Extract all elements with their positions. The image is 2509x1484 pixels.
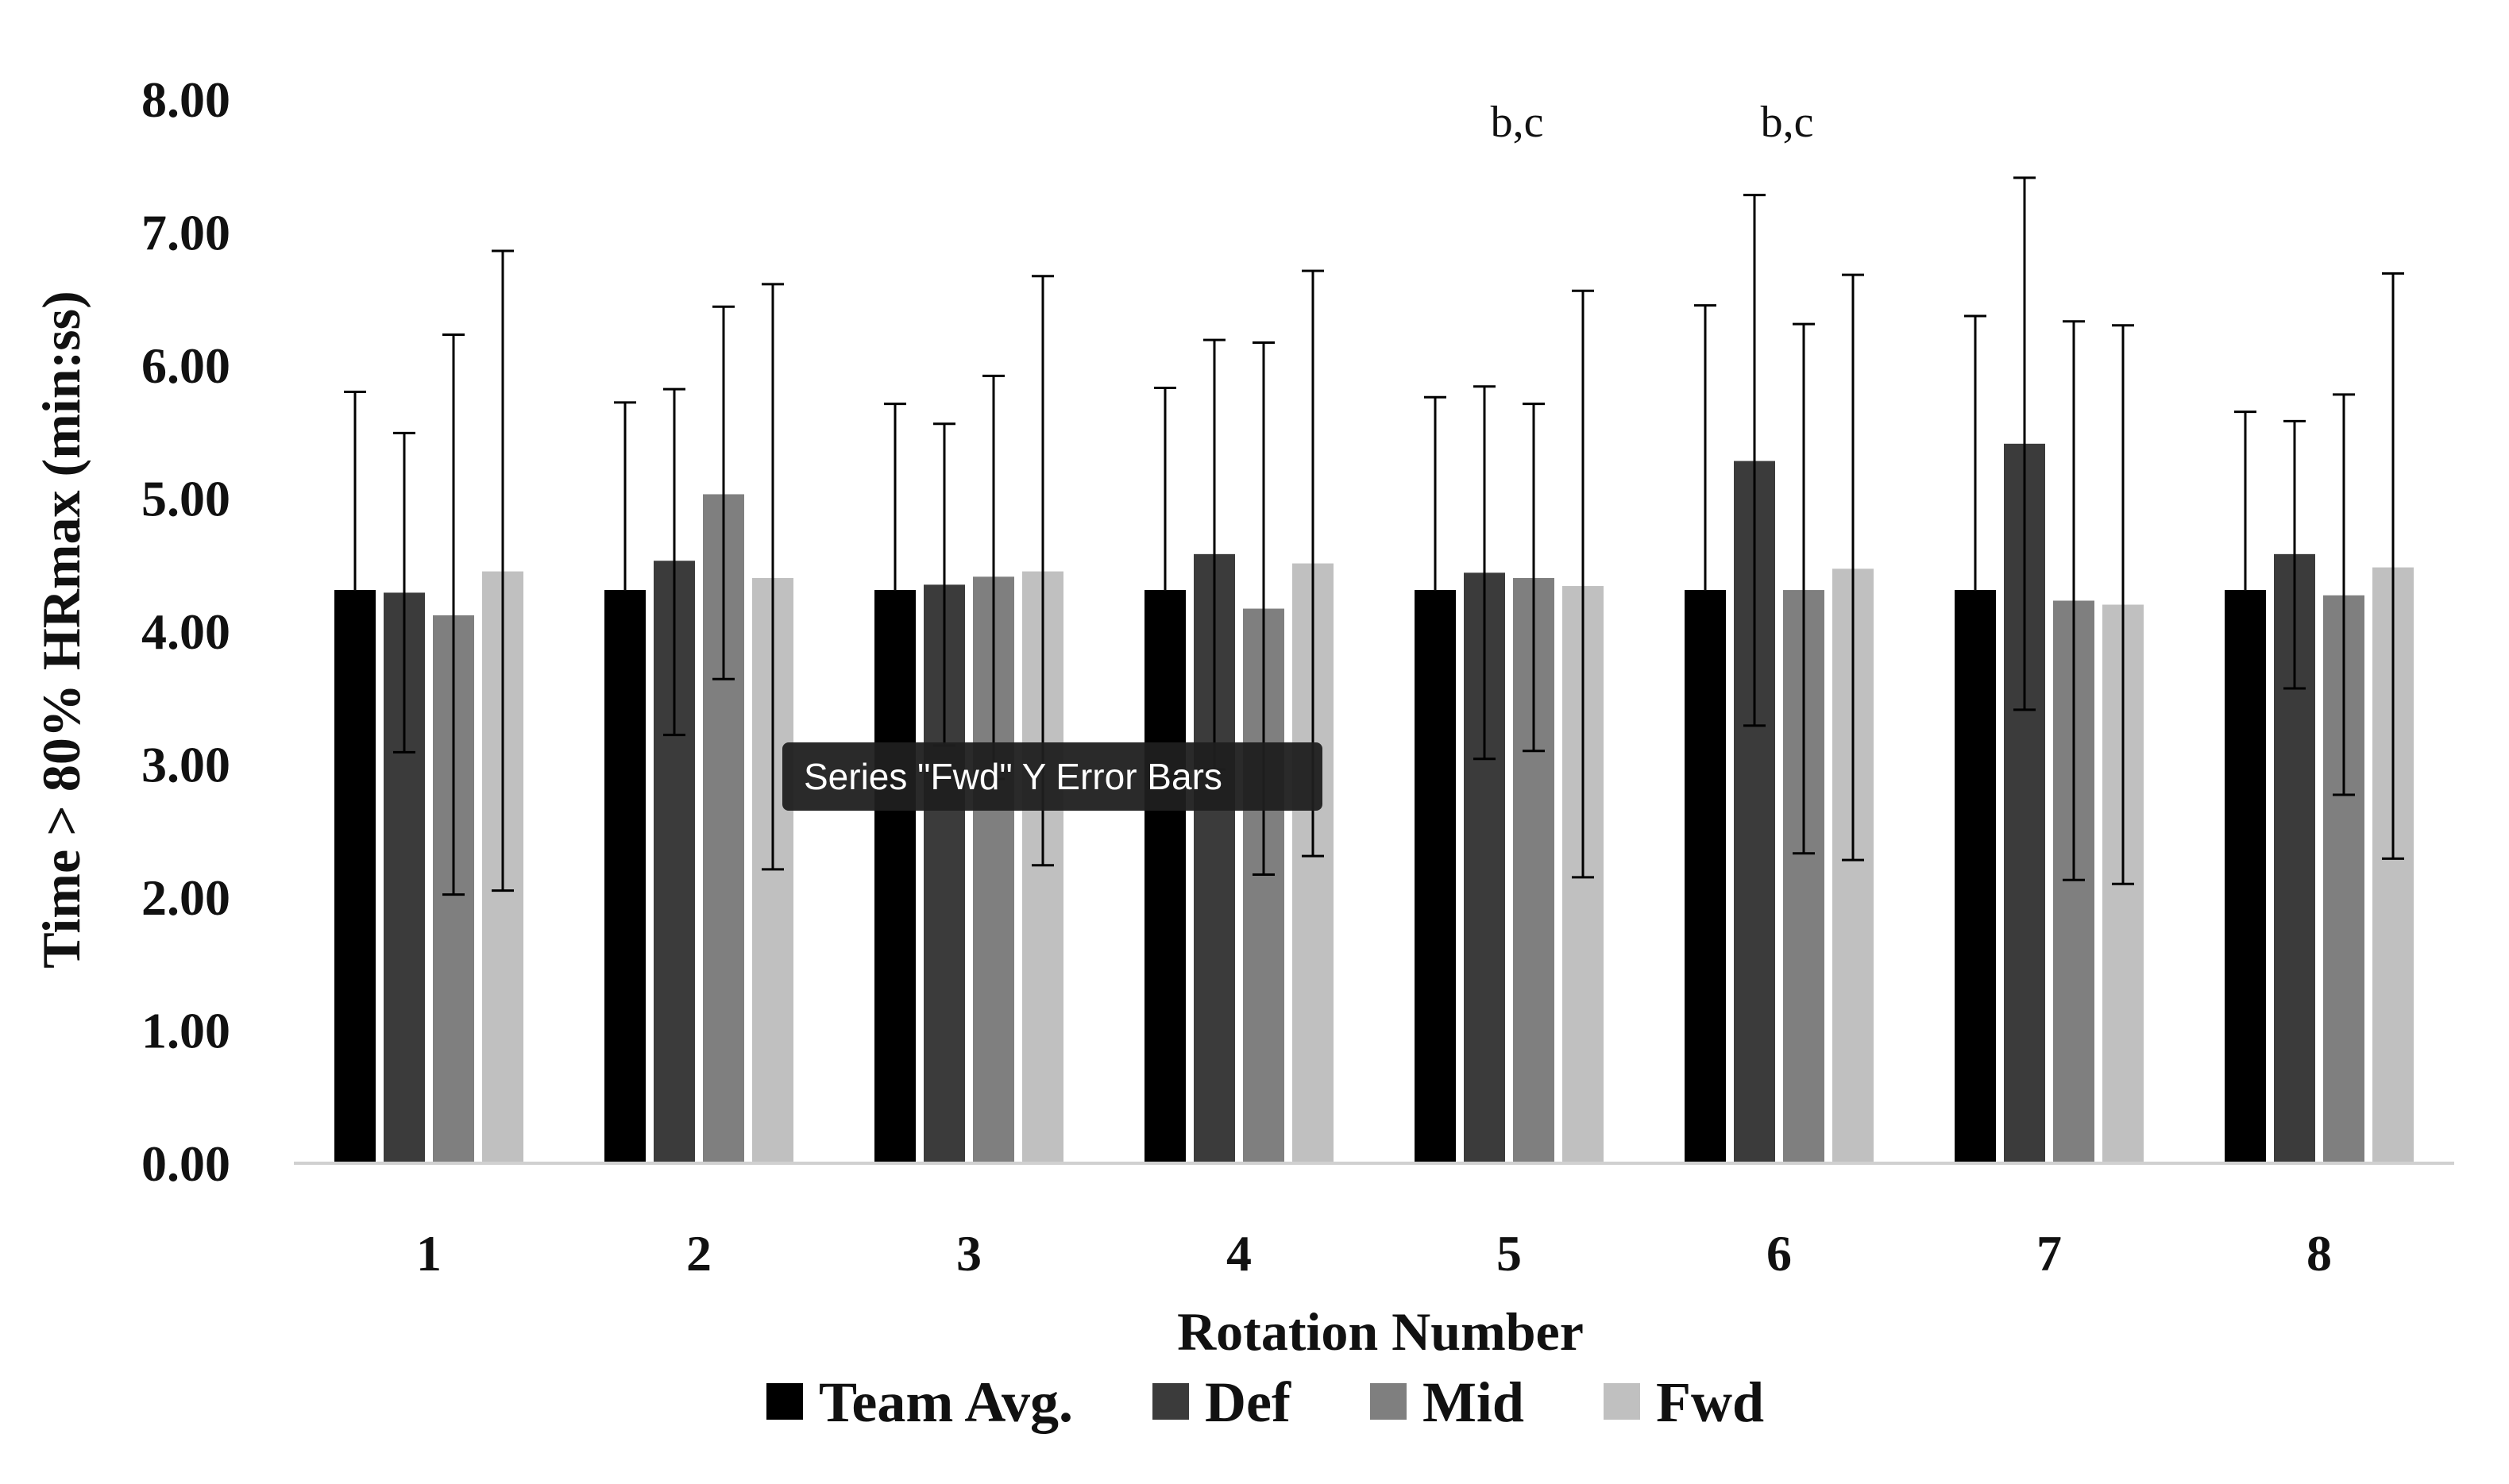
y-tick-label: 4.00: [141, 603, 230, 660]
bar-team-avg-rotation-7[interactable]: [1955, 590, 1996, 1163]
legend-swatch: [766, 1383, 803, 1420]
y-tick-label: 1.00: [141, 1003, 230, 1059]
x-tick-label: 2: [686, 1225, 712, 1282]
legend-label[interactable]: Team Avg.: [819, 1370, 1073, 1434]
x-tick-label: 6: [1766, 1225, 1792, 1282]
legend-swatch: [1603, 1383, 1640, 1420]
y-tick-label: 8.00: [141, 71, 230, 128]
x-tick-label: 5: [1496, 1225, 1522, 1282]
x-tick-label: 4: [1226, 1225, 1252, 1282]
error-bars-layer: [344, 176, 2404, 896]
tooltip-text: Series "Fwd" Y Error Bars: [804, 756, 1222, 797]
x-tick-label: 3: [956, 1225, 982, 1282]
significance-annotation: b,c: [1761, 98, 1814, 147]
y-tick-label: 3.00: [141, 737, 230, 793]
bar-team-avg-rotation-4[interactable]: [1144, 590, 1186, 1163]
x-tick-labels: 1 2 3 4 5 6 7 8: [416, 1225, 2332, 1282]
bar-team-avg-rotation-8[interactable]: [2225, 590, 2266, 1163]
legend-swatch: [1369, 1383, 1407, 1420]
y-tick-label: 6.00: [141, 337, 230, 394]
legend-label[interactable]: Fwd: [1656, 1370, 1764, 1434]
y-axis-title: Time > 80% HRmax (min:ss): [31, 291, 91, 968]
y-tick-label: 0.00: [141, 1135, 230, 1192]
x-tick-label: 7: [2036, 1225, 2062, 1282]
bar-team-avg-rotation-2[interactable]: [604, 590, 646, 1163]
x-tick-label: 8: [2306, 1225, 2332, 1282]
x-axis-title: Rotation Number: [1177, 1301, 1584, 1362]
legend: Team Avg. Def Mid Fwd: [766, 1370, 1764, 1434]
significance-annotation: b,c: [1491, 98, 1544, 147]
bars-layer: [334, 443, 2414, 1163]
bar-team-avg-rotation-6[interactable]: [1685, 590, 1726, 1163]
bar-team-avg-rotation-1[interactable]: [334, 590, 376, 1163]
annotations: b,c b,c: [1491, 98, 1814, 147]
y-tick-labels: 0.00 1.00 2.00 3.00 4.00 5.00 6.00 7.00 8.00: [141, 71, 230, 1192]
y-tick-label: 5.00: [141, 471, 230, 527]
bar-team-avg-rotation-3[interactable]: [874, 590, 916, 1163]
legend-label[interactable]: Mid: [1422, 1370, 1524, 1434]
x-tick-label: 1: [416, 1225, 442, 1282]
y-tick-label: 2.00: [141, 869, 230, 926]
bar-team-avg-rotation-5[interactable]: [1415, 590, 1456, 1163]
tooltip-background: [782, 742, 1322, 811]
legend-label[interactable]: Def: [1205, 1370, 1291, 1434]
legend-swatch: [1152, 1383, 1190, 1420]
tooltip: Series "Fwd" Y Error Bars: [782, 742, 1322, 811]
y-tick-label: 7.00: [141, 205, 230, 261]
